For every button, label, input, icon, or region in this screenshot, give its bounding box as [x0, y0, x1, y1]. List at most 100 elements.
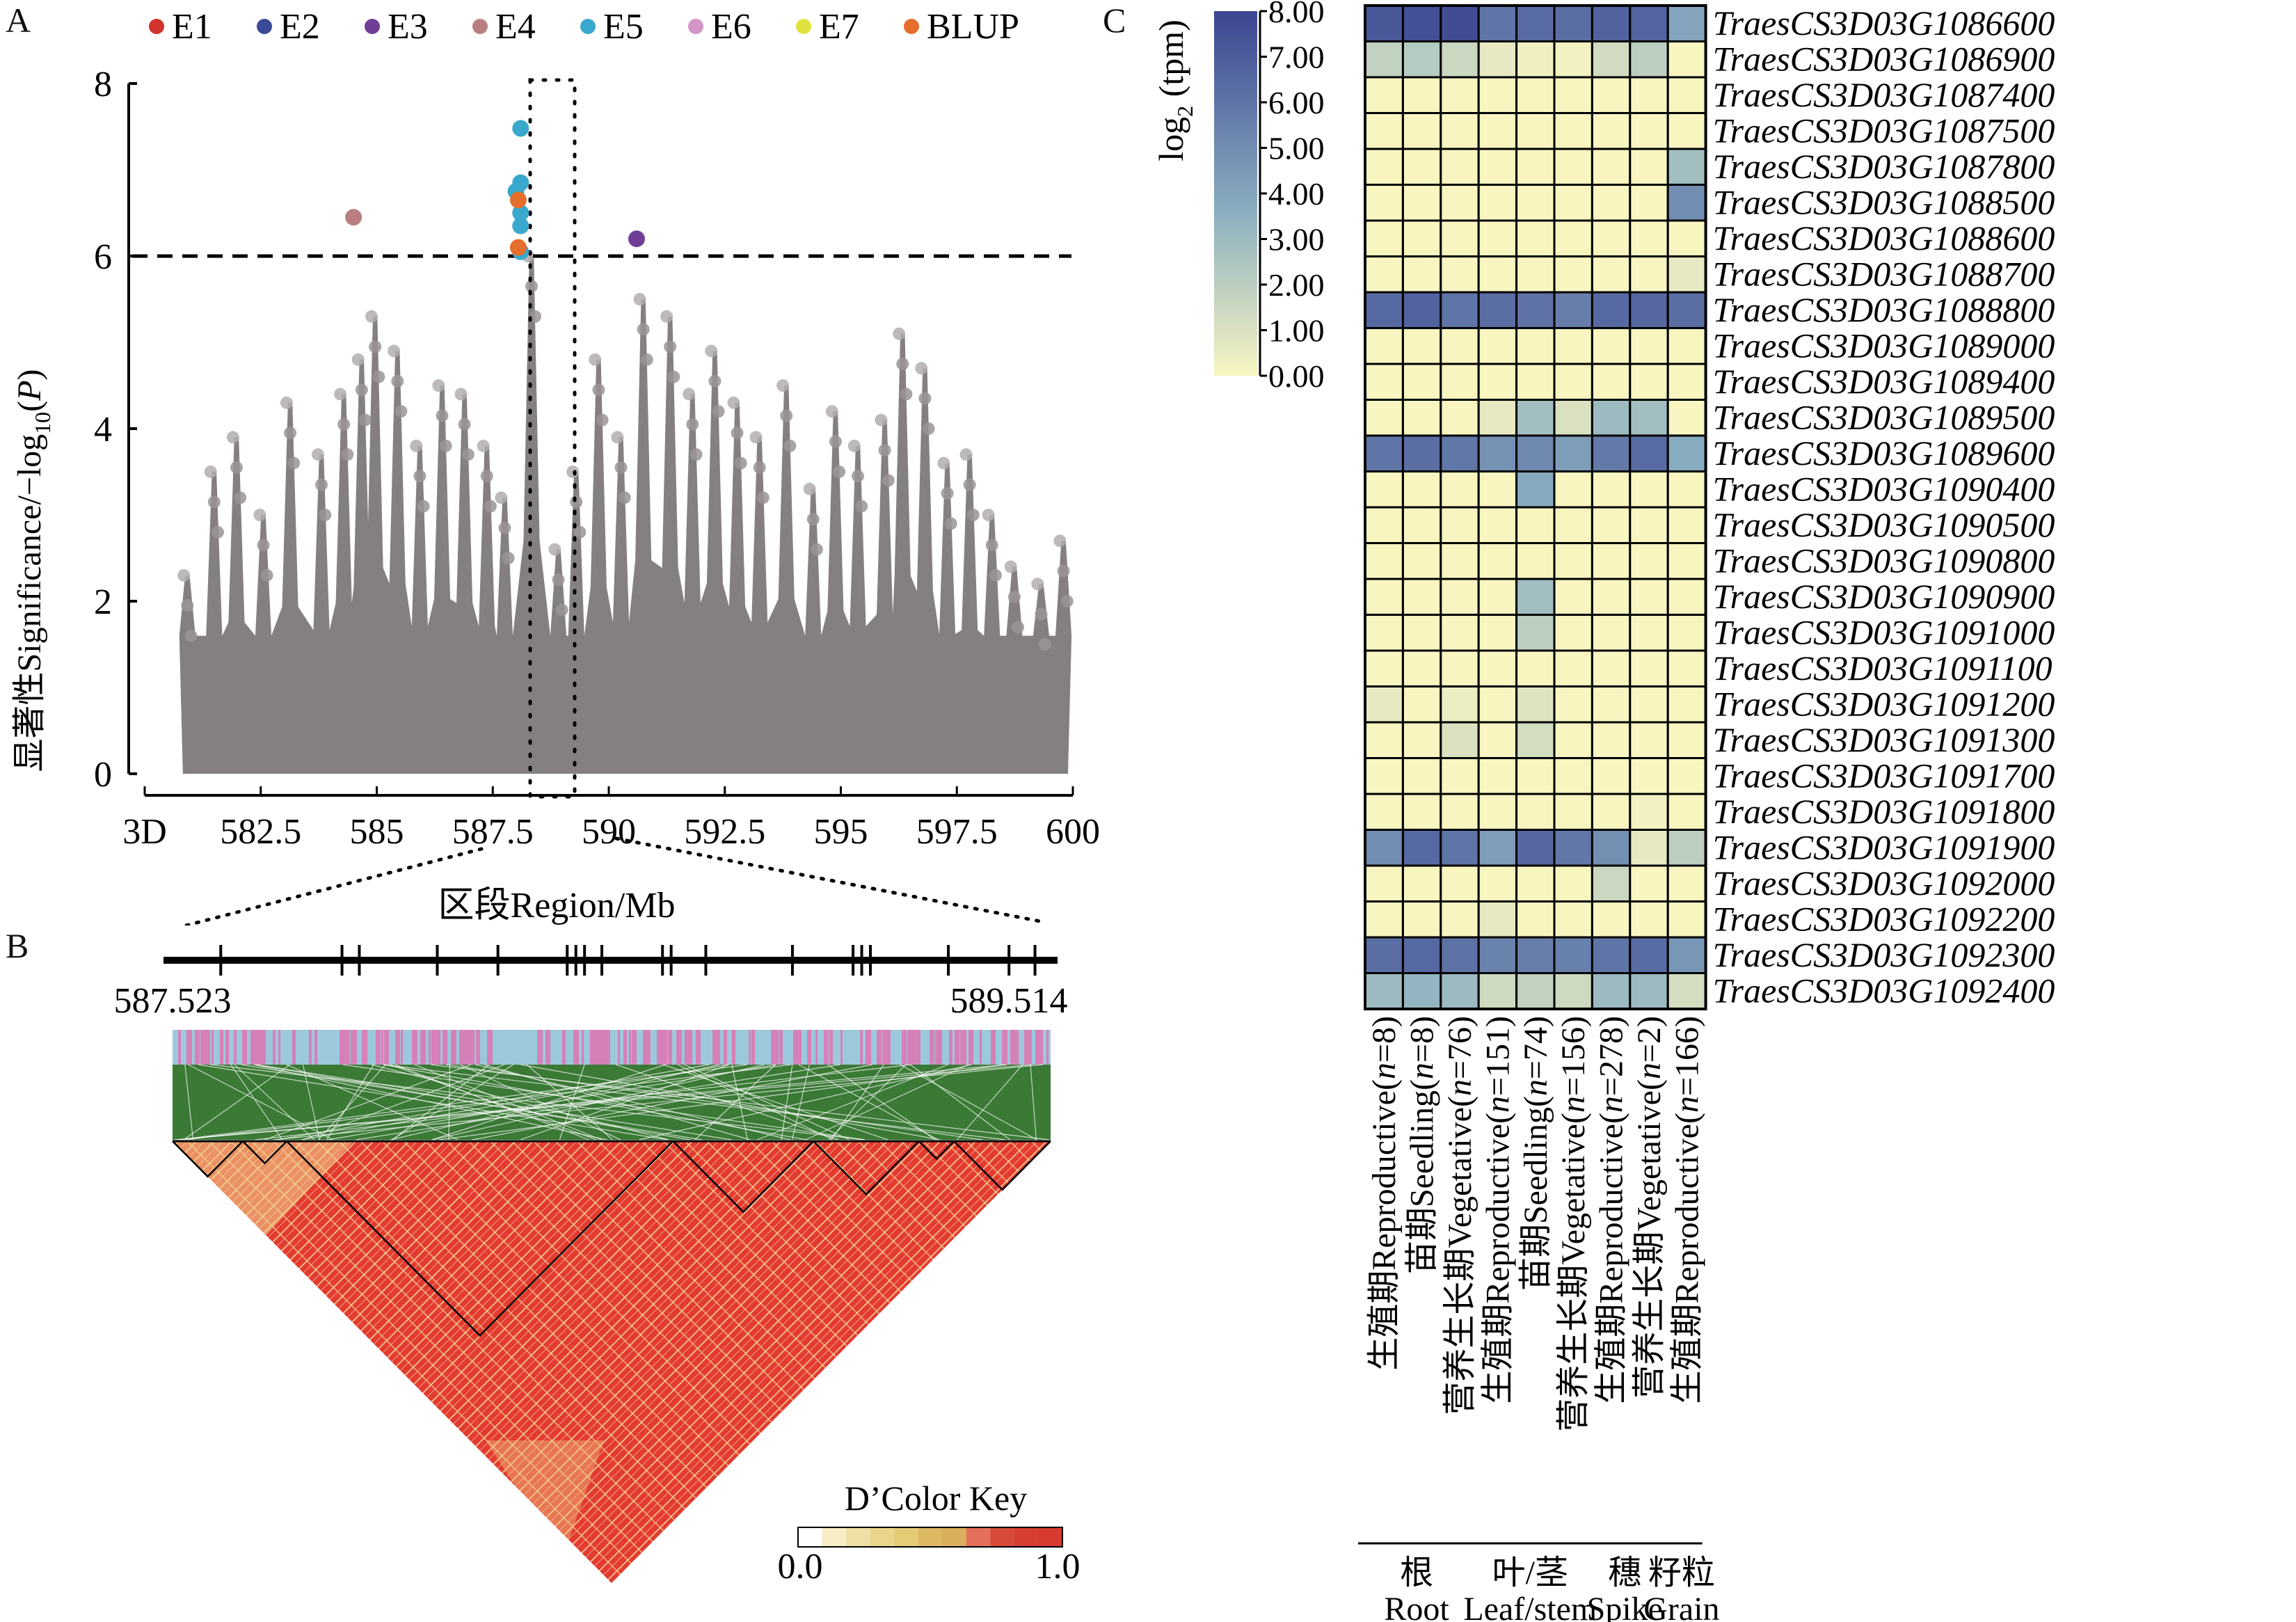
haplotype-segment: [1041, 1030, 1043, 1065]
snp-point: [893, 327, 906, 340]
heatmap-cell: [1477, 4, 1518, 42]
gene-label: TraesCS3D03G1091700: [1713, 756, 2055, 795]
snp-link-line: [559, 1064, 585, 1140]
snp-point: [417, 500, 430, 513]
haplotype-segment: [687, 1030, 692, 1065]
heatmap-cell: [1666, 112, 1707, 150]
colorbar-tick-label: 8.00: [1268, 0, 1325, 29]
haplotype-segment: [487, 1030, 493, 1065]
heatmap-cell: [1364, 434, 1404, 472]
heatmap-cell: [1666, 829, 1707, 867]
legend-entry: BLUP: [904, 7, 1019, 47]
heatmap-cell: [1666, 649, 1707, 687]
heatmap-cell: [1401, 972, 1442, 1010]
haplotype-segment: [598, 1030, 604, 1065]
legend-marker-icon: [149, 19, 164, 34]
haplotype-segment: [963, 1030, 966, 1065]
haplotype-segment: [749, 1030, 751, 1065]
snp-point: [211, 525, 224, 539]
haplotype-segment: [203, 1030, 208, 1065]
haplotype-segment: [916, 1030, 920, 1065]
heatmap-cell: [1440, 40, 1480, 79]
heatmap-cell: [1364, 614, 1404, 652]
haplotype-segment: [885, 1030, 888, 1065]
gene-label: TraesCS3D03G1089000: [1713, 326, 2055, 365]
panel-label-b: B: [6, 926, 29, 965]
haplotype-segment: [824, 1030, 828, 1065]
ld-block-outline: [672, 1140, 815, 1214]
heatmap-cell: [1364, 685, 1404, 724]
heatmap-cell: [1364, 40, 1404, 79]
heatmap-cell: [1591, 219, 1632, 257]
snp-link-line: [900, 1064, 1037, 1140]
heatmap-cell: [1591, 76, 1632, 114]
snp-link-line: [256, 1064, 732, 1140]
heatmap-cell: [1477, 542, 1518, 580]
heatmap-cell: [1364, 972, 1404, 1010]
snp-point: [783, 439, 797, 452]
snp-point: [351, 353, 365, 366]
heatmap-cell: [1364, 900, 1404, 939]
haplotype-segment: [342, 1030, 345, 1065]
heatmap-cell: [1401, 864, 1442, 903]
snp-point: [498, 521, 511, 534]
color-key-swatch: [990, 1527, 1015, 1547]
haplotype-segment: [774, 1030, 776, 1065]
haplotype-segment: [623, 1030, 627, 1065]
snp-point: [315, 478, 328, 491]
heatmap-cell: [1591, 184, 1632, 222]
snp-point: [495, 491, 508, 504]
snp-point: [806, 513, 820, 526]
snp-point: [372, 370, 385, 383]
heatmap-cell: [1666, 399, 1707, 437]
snp-link-line: [230, 1064, 283, 1140]
haplotype-segment: [465, 1030, 467, 1065]
snp-point: [1060, 595, 1074, 607]
x-tick-label: 592.5: [684, 812, 765, 852]
snp-link-line: [781, 1064, 793, 1140]
heatmap-cell: [1666, 40, 1707, 79]
haplotype-segment: [685, 1030, 687, 1065]
snp-link-line: [356, 1064, 840, 1140]
heatmap-cell: [1477, 578, 1518, 616]
heatmap-cell: [1629, 399, 1669, 437]
heatmap-cell: [1591, 757, 1632, 795]
heatmap-cell: [1440, 219, 1480, 257]
snp-point: [502, 552, 515, 564]
haplotype-segment: [398, 1030, 400, 1065]
haplotype-segment: [882, 1030, 885, 1065]
snp-point: [391, 374, 404, 388]
snp-link-line: [392, 1064, 490, 1140]
snp-link-line: [827, 1064, 936, 1140]
y-axis-label: 显著性Significance/−log10(P): [11, 369, 55, 772]
heatmap-cell: [1440, 112, 1480, 150]
heatmap-cell: [1553, 470, 1593, 509]
heatmap-cell: [1515, 506, 1556, 544]
snp-point: [689, 448, 703, 461]
heatmap-cell: [1364, 864, 1404, 903]
haplotype-segment: [930, 1030, 934, 1065]
heatmap-cell: [1629, 721, 1669, 759]
heatmap-cell: [1477, 757, 1518, 795]
heatmap-cell: [1515, 112, 1556, 150]
heatmap-cell: [1666, 363, 1707, 401]
color-key-swatch: [894, 1527, 919, 1547]
legend-label: E3: [388, 7, 428, 47]
haplotype-segment: [1010, 1030, 1013, 1065]
heatmap-cell: [1364, 255, 1404, 294]
heatmap-cell: [1401, 542, 1442, 580]
haplotype-segment: [618, 1030, 620, 1065]
gene-label: TraesCS3D03G1091200: [1713, 685, 2055, 724]
snp-point: [365, 310, 378, 323]
haplotype-segment: [423, 1030, 426, 1065]
heatmap-cell: [1666, 757, 1707, 795]
haplotype-segment: [815, 1030, 818, 1065]
snp-link-line: [684, 1064, 850, 1140]
heatmap-cell: [1515, 685, 1556, 724]
snp-point: [319, 509, 332, 521]
heatmap-cell: [1553, 4, 1593, 42]
snp-point: [803, 482, 816, 495]
heatmap-cell: [1553, 363, 1593, 401]
y-tick-label: 8: [94, 65, 112, 104]
